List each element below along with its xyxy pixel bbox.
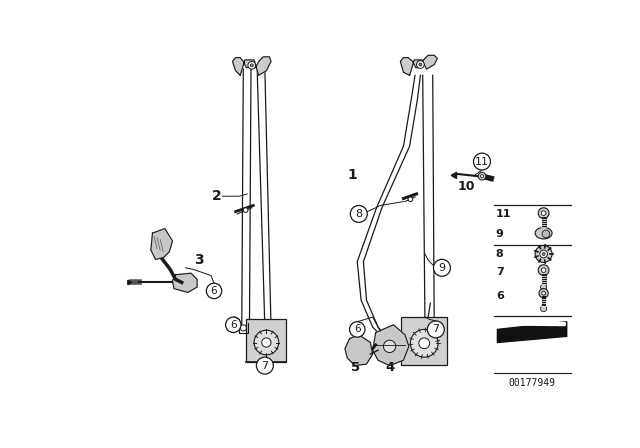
Circle shape	[419, 63, 422, 66]
Circle shape	[254, 330, 279, 355]
Circle shape	[540, 250, 547, 258]
Circle shape	[350, 206, 367, 222]
Polygon shape	[172, 273, 197, 293]
Circle shape	[433, 259, 451, 276]
Polygon shape	[151, 228, 172, 259]
Circle shape	[419, 338, 429, 349]
Circle shape	[541, 268, 546, 272]
Circle shape	[535, 246, 552, 263]
Text: 7: 7	[261, 361, 268, 370]
Text: 7: 7	[432, 324, 440, 334]
Polygon shape	[345, 335, 372, 366]
Circle shape	[206, 283, 221, 299]
Circle shape	[243, 208, 248, 212]
Text: 6: 6	[354, 324, 360, 334]
Bar	[246, 319, 287, 362]
Polygon shape	[497, 322, 566, 343]
Circle shape	[539, 289, 548, 298]
Circle shape	[410, 329, 438, 357]
Text: 6: 6	[230, 320, 237, 330]
Circle shape	[428, 321, 444, 338]
Text: 2: 2	[211, 189, 221, 203]
Circle shape	[225, 317, 241, 332]
Text: 8: 8	[496, 249, 504, 259]
Circle shape	[262, 338, 271, 347]
Circle shape	[408, 197, 413, 202]
Polygon shape	[451, 172, 456, 178]
Circle shape	[481, 175, 484, 178]
Circle shape	[257, 357, 273, 374]
Circle shape	[538, 208, 549, 219]
Text: 6: 6	[496, 291, 504, 301]
Circle shape	[240, 325, 246, 331]
Text: 11: 11	[496, 209, 511, 219]
Text: 8: 8	[355, 209, 362, 219]
Bar	[401, 317, 447, 365]
Circle shape	[383, 340, 396, 353]
Text: 7: 7	[496, 267, 504, 277]
Circle shape	[248, 61, 255, 69]
Text: 11: 11	[475, 156, 489, 167]
Text: 5: 5	[351, 362, 360, 375]
Text: 00177949: 00177949	[509, 378, 556, 388]
Polygon shape	[372, 325, 409, 366]
Text: 9: 9	[438, 263, 445, 273]
Circle shape	[474, 153, 490, 170]
Circle shape	[478, 172, 486, 180]
Circle shape	[542, 252, 545, 255]
Polygon shape	[499, 323, 565, 326]
Polygon shape	[401, 55, 437, 75]
Circle shape	[538, 265, 549, 276]
Circle shape	[541, 291, 545, 295]
Ellipse shape	[535, 228, 552, 239]
Circle shape	[541, 211, 546, 215]
Text: 9: 9	[496, 229, 504, 239]
Text: 6: 6	[211, 286, 218, 296]
Circle shape	[349, 322, 365, 337]
Circle shape	[541, 306, 547, 312]
Circle shape	[542, 230, 550, 238]
Text: 3: 3	[194, 253, 204, 267]
Circle shape	[417, 60, 424, 69]
Text: 4: 4	[385, 362, 394, 375]
Text: 10: 10	[458, 181, 476, 194]
Text: 1: 1	[348, 168, 358, 182]
Circle shape	[250, 64, 253, 67]
Circle shape	[541, 284, 547, 290]
Polygon shape	[128, 280, 132, 285]
Polygon shape	[232, 57, 271, 75]
